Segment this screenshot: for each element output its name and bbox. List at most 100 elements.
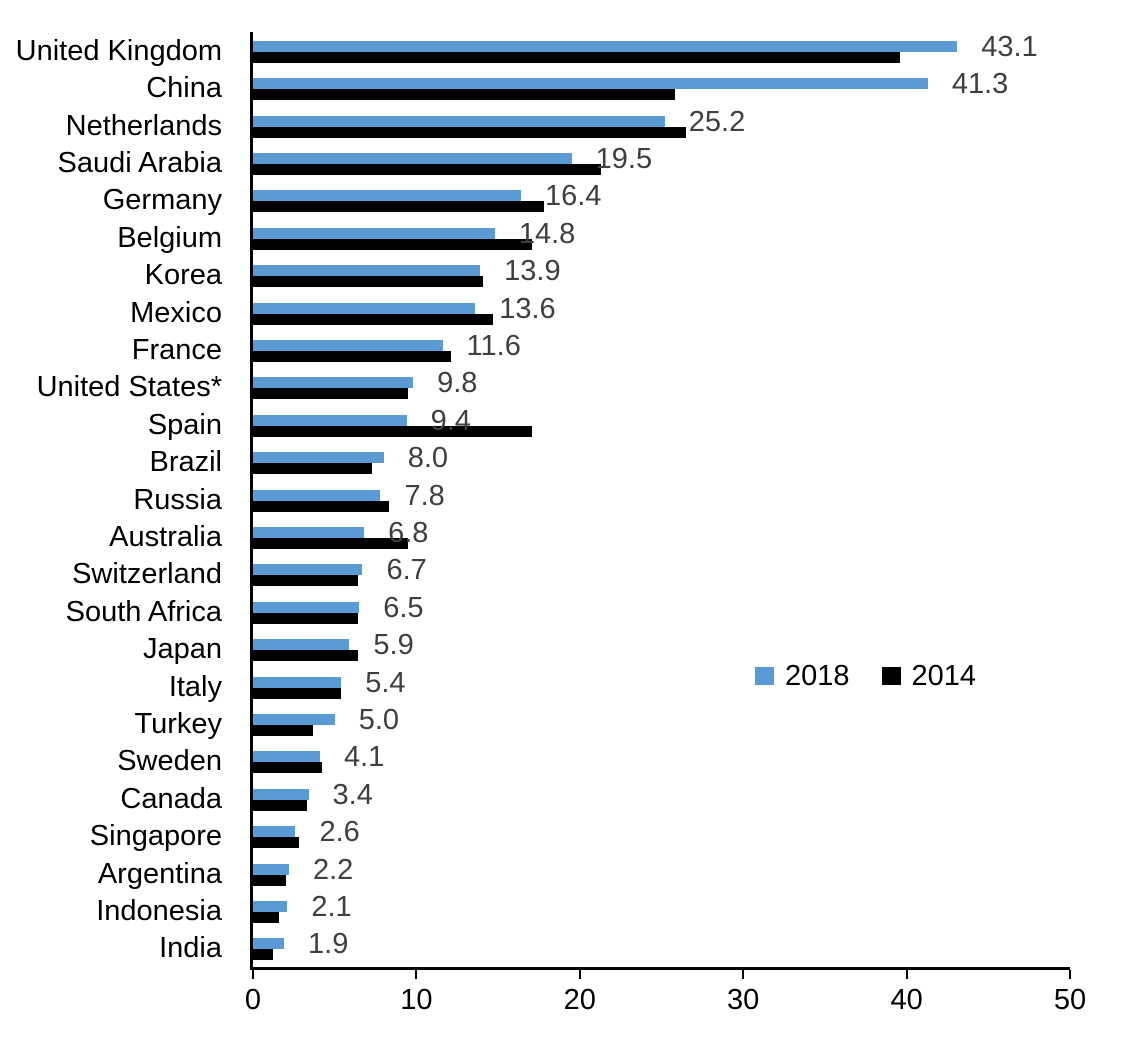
bar-2014 [253, 911, 280, 923]
bar-2014 [253, 762, 322, 774]
data-label: 5.0 [358, 703, 400, 736]
bar-2014 [253, 89, 675, 101]
data-label: 9.4 [430, 404, 471, 437]
category-label: Australia [109, 520, 222, 553]
y-axis-line [250, 32, 253, 970]
data-label: 7.8 [404, 479, 445, 512]
bar-2014 [253, 163, 602, 175]
bar-2014 [253, 874, 286, 886]
category-label: Italy [168, 670, 222, 703]
bar-2014 [253, 463, 373, 475]
bar-2018 [253, 377, 414, 389]
legend: 2018 2014 [755, 660, 976, 692]
category-label: Switzerland [72, 558, 222, 591]
data-label: 43.1 [981, 30, 1038, 63]
data-label: 14.8 [518, 217, 576, 250]
x-axis-tick [905, 970, 908, 979]
data-label: 9.8 [437, 367, 478, 400]
data-label: 2.2 [312, 853, 354, 886]
bar-2018 [253, 863, 289, 875]
bar-2014 [253, 837, 299, 849]
category-label: France [131, 333, 222, 366]
category-label: China [146, 72, 222, 105]
bar-2018 [253, 489, 381, 501]
x-axis-tick-label: 30 [727, 984, 760, 1016]
category-label: United Kingdom [15, 34, 222, 67]
x-axis-tick [578, 970, 581, 979]
bar-2018 [253, 713, 335, 725]
category-label: Spain [147, 408, 222, 441]
x-axis-tick-label: 10 [400, 984, 433, 1016]
bar-2018 [253, 115, 665, 127]
bar-2014 [253, 575, 358, 587]
category-label: Turkey [134, 707, 222, 740]
legend-item-2014: 2014 [881, 660, 977, 692]
x-axis-tick-label: 20 [563, 984, 596, 1016]
bar-2014 [253, 313, 494, 325]
legend-swatch-2014 [881, 667, 901, 685]
x-axis-tick [1069, 970, 1071, 979]
category-label: Sweden [117, 745, 222, 778]
data-label: 16.4 [544, 180, 602, 213]
category-label: Singapore [89, 820, 222, 853]
data-label: 25.2 [688, 105, 746, 138]
data-label: 11.6 [466, 329, 521, 362]
data-label: 41.3 [951, 68, 1009, 101]
category-label: Korea [144, 259, 222, 292]
category-label: Japan [142, 633, 222, 666]
data-label: 13.6 [499, 292, 556, 325]
bar-2014 [253, 238, 533, 250]
category-label: Netherlands [65, 109, 222, 142]
legend-label-2018: 2018 [785, 660, 850, 692]
x-axis-tick-label: 0 [244, 984, 262, 1016]
bar-2014 [253, 388, 409, 400]
data-label: 2.6 [319, 816, 360, 849]
data-label: 5.4 [365, 666, 406, 699]
category-label: Indonesia [96, 894, 222, 927]
bar-2018 [253, 227, 495, 239]
category-label: Brazil [149, 446, 222, 479]
category-label: Canada [120, 782, 222, 815]
bar-2018 [253, 900, 288, 912]
bar-2014 [253, 612, 358, 624]
bar-2018 [253, 526, 365, 538]
category-label: Argentina [97, 857, 222, 890]
bar-2014 [253, 126, 686, 138]
x-axis-tick [742, 970, 745, 979]
bar-2018 [253, 564, 363, 576]
bar-2014 [253, 201, 544, 213]
data-label: 8.0 [407, 442, 449, 475]
legend-swatch-2018 [755, 667, 774, 685]
data-label: 19.5 [595, 142, 653, 175]
bar-2018 [253, 639, 350, 651]
bar-2018 [253, 938, 285, 950]
category-label: Russia [133, 483, 222, 516]
x-axis-tick [252, 970, 254, 979]
bar-2014 [253, 724, 314, 736]
bar-2018 [253, 78, 928, 90]
data-label: 3.4 [332, 778, 373, 811]
bar-2018 [253, 339, 443, 351]
bar-2014 [253, 949, 273, 961]
data-label: 4.1 [343, 741, 385, 774]
data-label: 1.9 [308, 928, 349, 961]
bar-2014 [253, 650, 358, 662]
x-axis-tick [415, 970, 418, 979]
bar-2018 [253, 788, 309, 800]
bar-2014 [253, 276, 484, 288]
data-label: 5.9 [373, 629, 414, 662]
bar-2014 [253, 350, 451, 362]
data-label: 2.1 [311, 890, 352, 923]
legend-label-2014: 2014 [911, 660, 977, 692]
category-label: United States* [36, 371, 222, 404]
category-label: South Africa [65, 595, 222, 628]
category-label: Mexico [130, 296, 222, 329]
bar-2014 [253, 51, 901, 63]
x-axis-line [250, 967, 1070, 970]
bar-2018 [253, 152, 572, 164]
bar-2018 [253, 751, 320, 763]
data-label: 13.9 [504, 255, 561, 288]
bar-2018 [253, 676, 342, 688]
bar-2014 [253, 799, 307, 811]
